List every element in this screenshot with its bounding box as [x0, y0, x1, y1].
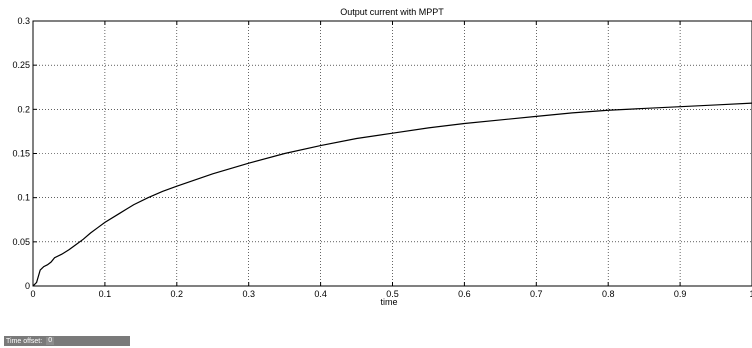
x-tick-label: 0.5 — [386, 289, 399, 299]
y-tick-label: 0 — [25, 281, 30, 291]
x-tick-label: 0.1 — [99, 289, 112, 299]
series-line — [32, 102, 752, 287]
y-tick-label: 0.25 — [12, 60, 30, 70]
x-tick-label: 1 — [749, 289, 752, 299]
x-tick-label: 0.3 — [242, 289, 255, 299]
x-axis-ticks: 0 0.1 0.2 0.3 0.4 0.5 0.6 0.7 0.8 0.9 1 — [30, 21, 752, 299]
x-tick-label: 0.7 — [530, 289, 543, 299]
y-tick-label: 0.3 — [17, 16, 30, 26]
x-tick-label: 0.2 — [171, 289, 184, 299]
y-tick-label: 0.1 — [17, 193, 30, 203]
time-offset-label: Time offset: — [6, 337, 43, 345]
time-offset-field: Time offset: 0 — [4, 336, 130, 346]
time-offset-value: 0 — [46, 337, 55, 345]
x-axis-label: time — [380, 297, 397, 307]
x-tick-label: 0.6 — [458, 289, 471, 299]
chart-title: Output current with MPPT — [340, 7, 444, 17]
y-axis-ticks: 0 0.05 0.1 0.15 0.2 0.25 0.3 — [12, 16, 37, 291]
x-tick-label: 0.9 — [674, 289, 687, 299]
grid — [33, 21, 752, 286]
y-tick-label: 0.05 — [12, 237, 30, 247]
x-tick-label: 0.4 — [314, 289, 327, 299]
x-tick-label: 0.8 — [602, 289, 615, 299]
y-tick-label: 0.2 — [17, 104, 30, 114]
y-tick-label: 0.15 — [12, 149, 30, 159]
x-tick-label: 0 — [30, 289, 35, 299]
